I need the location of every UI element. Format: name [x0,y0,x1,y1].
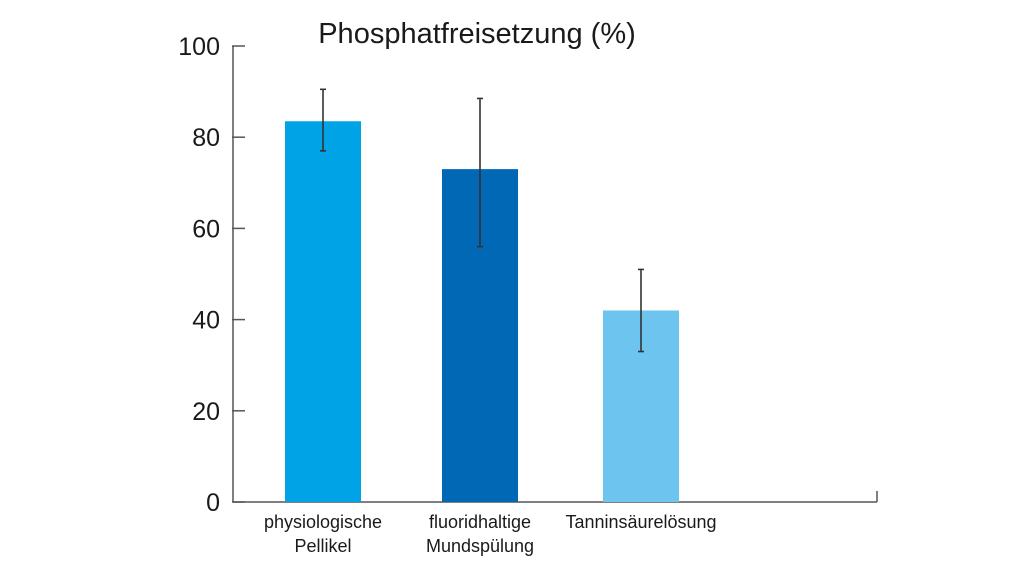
bar-1 [285,121,361,503]
error-bar-1 [320,88,326,152]
category-label-3: Tanninsäurelösung [565,512,716,532]
error-bar-2 [477,97,483,248]
y-tick-label-100: 100 [178,33,220,61]
category-label-2: fluoridhaltige Mundspülung [426,512,534,556]
y-tick-label-20: 20 [192,398,220,426]
y-tick-label-0: 0 [206,489,220,517]
error-bars [320,88,644,353]
error-bar-3 [638,268,644,353]
y-tick-label-60: 60 [192,215,220,243]
chart-title: Phosphatfreisetzung (%) [318,18,636,50]
y-tick-label-40: 40 [192,307,220,335]
axes: 0 20 40 60 80 100 [178,33,878,517]
y-tick-label-80: 80 [192,124,220,152]
bars [285,121,679,503]
category-labels: physiologische Pellikel fluoridhaltige Mund… [264,512,717,556]
category-label-1: physiologische Pellikel [264,512,382,556]
